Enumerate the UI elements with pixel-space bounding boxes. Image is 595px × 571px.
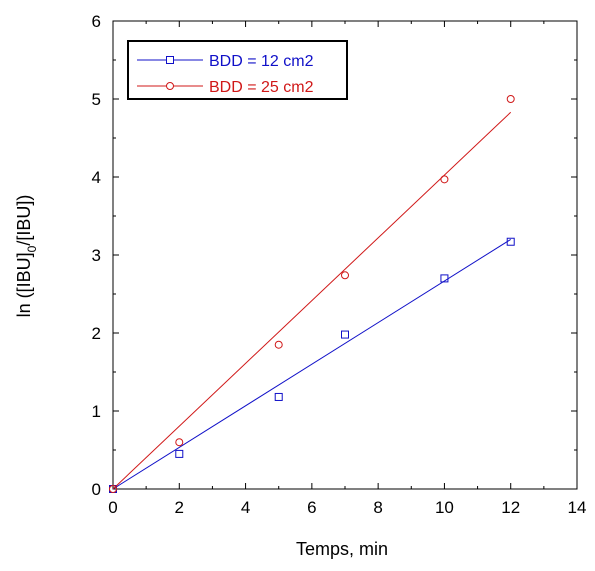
series-12cm2 (109, 237, 515, 493)
x-tick-label: 12 (501, 498, 520, 517)
y-tick-label: 0 (92, 480, 101, 499)
x-tick-label: 6 (307, 498, 316, 517)
series-layer (109, 95, 515, 493)
series-25cm2-fit-line (112, 111, 512, 490)
y-tick-label: 4 (92, 168, 101, 187)
y-tick-label: 1 (92, 402, 101, 421)
series-25cm2-point (506, 95, 515, 103)
series-12cm2-point (175, 449, 184, 458)
legend-label: BDD = 25 cm2 (209, 79, 314, 96)
series-12cm2-point (341, 330, 349, 339)
y-axis-title-rest: /[IBU]) (14, 195, 34, 246)
x-axis-title: Temps, min (296, 539, 388, 559)
x-tick-label: 8 (373, 498, 382, 517)
x-tick-label: 10 (435, 498, 454, 517)
series-12cm2-point (274, 392, 283, 401)
series-25cm2-point (440, 175, 449, 184)
x-tick-label: 2 (175, 498, 184, 517)
legend-circle-marker (166, 82, 174, 90)
y-tick-label: 6 (92, 12, 101, 31)
series-12cm2-point (440, 274, 449, 283)
series-25cm2-point (109, 485, 117, 493)
x-tick-label: 14 (568, 498, 587, 517)
legend-square-marker (166, 56, 174, 64)
series-25cm2-point (341, 271, 349, 280)
y-axis-title-subscript: 0 (25, 245, 39, 252)
series-25cm2-point (274, 340, 283, 349)
legend: BDD = 12 cm2 BDD = 25 cm2 (127, 40, 348, 100)
y-tick-label: 5 (92, 90, 101, 109)
y-axis-title-main: ln ([IBU] (14, 252, 34, 317)
legend-box (127, 40, 348, 100)
y-tick-label: 3 (92, 246, 101, 265)
series-25cm2 (109, 95, 515, 493)
x-tick-label: 4 (241, 498, 250, 517)
series-12cm2-fit-line (112, 238, 511, 490)
y-tick-label: 2 (92, 324, 101, 343)
x-tick-label: 0 (108, 498, 117, 517)
series-25cm2-point (175, 438, 184, 447)
series-12cm2-point (506, 237, 515, 246)
legend-label: BDD = 12 cm2 (209, 53, 314, 70)
y-axis-title: ln ([IBU]0/[IBU]) (14, 195, 39, 318)
